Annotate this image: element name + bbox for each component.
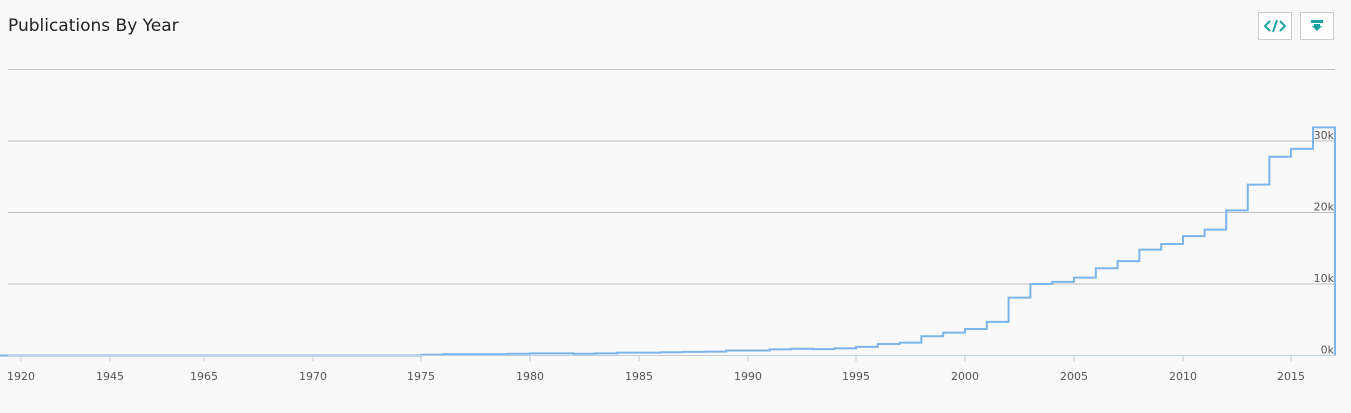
grid-lines: [8, 140, 1335, 285]
y-axis-labels: 0k 10k 20k 30k: [1314, 129, 1335, 357]
download-button[interactable]: [1300, 12, 1334, 40]
y-tick-label: 0k: [1321, 344, 1335, 357]
page-title: Publications By Year: [8, 16, 179, 36]
y-tick-label: 20k: [1314, 201, 1335, 214]
series-line: [0, 126, 1336, 357]
x-tick-label: 2015: [1277, 370, 1305, 383]
x-tick-label: 1990: [734, 370, 762, 383]
x-tick-label: 1975: [407, 370, 435, 383]
x-tick-label: 1965: [190, 370, 218, 383]
x-tick-label: 2010: [1169, 370, 1197, 383]
y-tick-label: 30k: [1314, 129, 1335, 142]
code-icon: [1264, 18, 1286, 34]
x-tick-label: 1945: [96, 370, 124, 383]
embed-button[interactable]: [1258, 12, 1292, 40]
x-tick-label: 1995: [842, 370, 870, 383]
x-tick-label: 2005: [1060, 370, 1088, 383]
x-tick-label: 1985: [625, 370, 653, 383]
x-tick-label: 1970: [299, 370, 327, 383]
x-tick-label: 1980: [516, 370, 544, 383]
x-axis-labels: 1920 1945 1965 1970 1975 1980 1985 1990 1995 2000…: [7, 355, 1305, 383]
x-tick-label: 1920: [7, 370, 35, 383]
series-group: [0, 126, 1336, 357]
y-tick-label: 10k: [1314, 272, 1335, 285]
download-icon: [1310, 19, 1324, 33]
x-tick-label: 2000: [951, 370, 979, 383]
